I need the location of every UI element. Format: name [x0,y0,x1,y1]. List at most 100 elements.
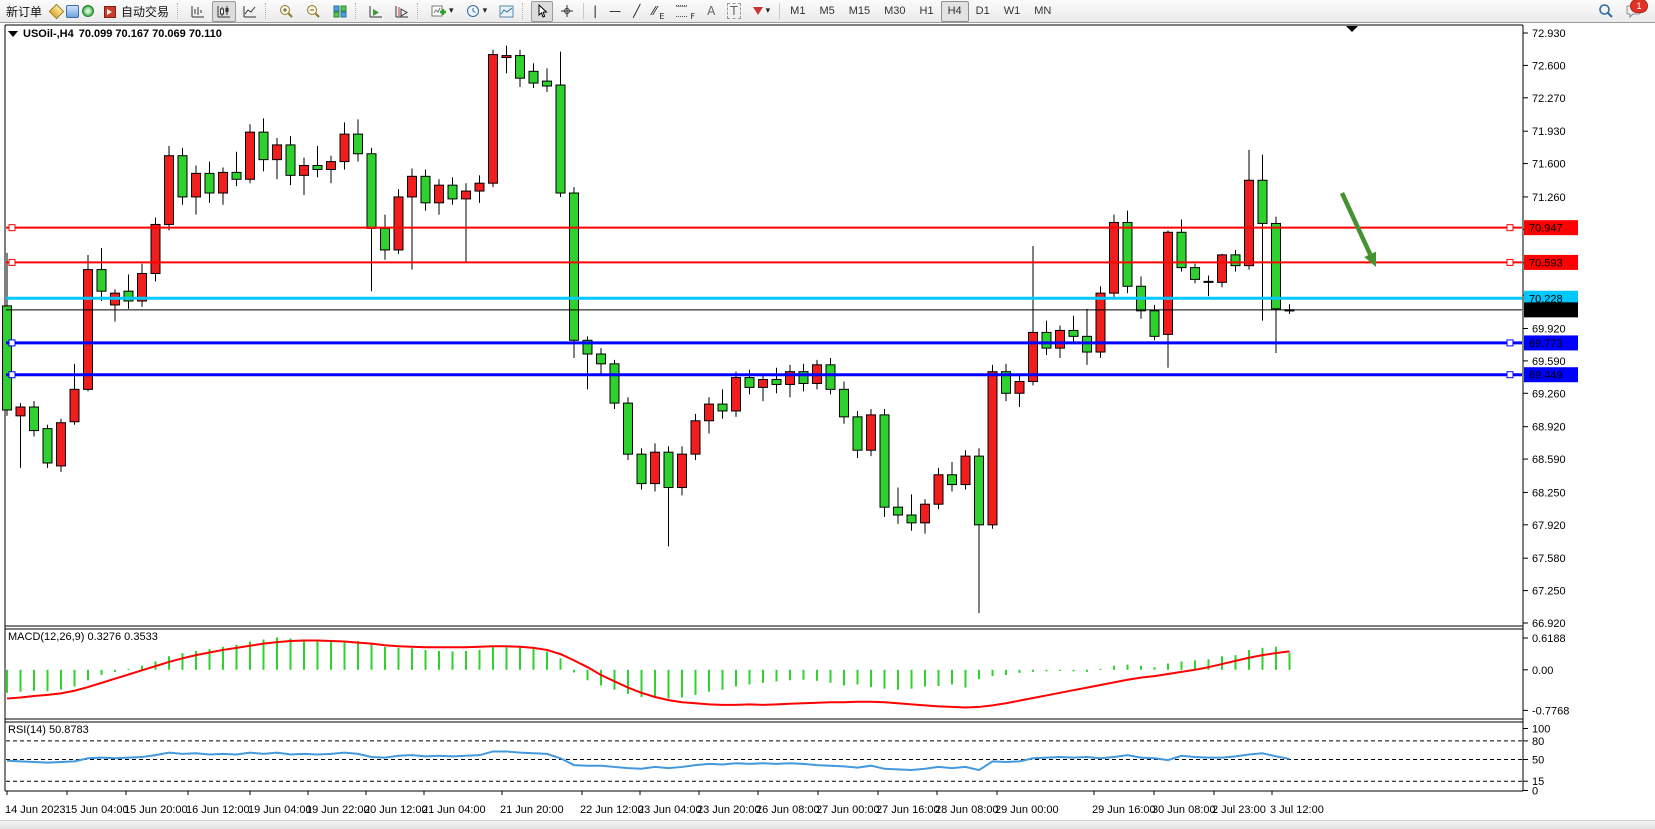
dropdown-arrow-icon: ▾ [482,6,488,16]
templates-button[interactable] [494,1,519,22]
zoom-in-button[interactable] [274,1,299,22]
search-button[interactable] [1593,1,1619,22]
period-button[interactable]: ▾ [461,1,493,22]
rsi-scale-label: 100 [1532,724,1550,736]
candle-down [380,227,390,251]
arrow-head [1364,251,1377,267]
candle-down [542,80,552,87]
new-order-button[interactable]: 新订单 [1,1,47,22]
terminal-icon[interactable] [64,3,80,19]
dropdown-arrow-icon: ▾ [765,6,771,16]
notifications-button[interactable]: 1 [1621,0,1648,22]
market-watch-icon[interactable] [80,3,96,19]
line-handle[interactable] [8,258,16,266]
candle-down [366,153,377,229]
tab-timeframe-MN[interactable]: MN [1034,5,1052,17]
trend-arrow-annotation[interactable] [1339,192,1377,267]
tab-timeframe-W1[interactable]: W1 [1003,5,1021,17]
candle-up [137,273,147,302]
line-handle[interactable] [1506,258,1514,266]
chart-shift-marker-icon[interactable] [1346,26,1358,32]
search-icon [1599,4,1613,18]
auto-scroll-button[interactable] [364,1,388,22]
candle-up [1028,331,1038,383]
cursor-button[interactable] [531,0,554,22]
candle-down [582,339,593,355]
price-tick-label: 67.580 [1532,553,1566,565]
price-tick-label: 69.920 [1532,323,1566,335]
line-chart-icon [243,5,257,17]
line-handle[interactable] [1506,224,1514,232]
main-toolbar: 新订单 自动交易 ▾ ▾ [0,0,1655,23]
candlestick-chart-button[interactable] [212,0,237,22]
zoom-out-icon [307,4,320,18]
time-tick-label: 29 Jun 16:00 [1092,804,1156,816]
arrows-tool[interactable]: ▾ [748,1,776,22]
tab-timeframe-M5[interactable]: M5 [819,5,835,17]
line-handle[interactable] [8,339,16,347]
chart-shift-button[interactable] [390,1,414,22]
vertical-line-tool[interactable]: | [593,4,598,18]
trendline-tool[interactable]: ╱ [633,4,641,18]
tab-timeframe-M15[interactable]: M15 [848,5,871,17]
line-handle[interactable] [8,371,16,379]
candle-down [96,269,107,292]
candle-up [218,171,228,194]
price-chart-canvas[interactable]: 72.930 72.600 72.270 71.930 71.600 71.260 70.9… [0,23,1655,828]
candle-up [785,371,795,385]
price-tick-label: 67.920 [1532,520,1566,532]
candle-down [1190,267,1200,280]
horizontal-line-tool[interactable]: — [609,4,622,18]
candle-down [596,353,606,365]
price-scale[interactable]: 72.930 72.600 72.270 71.930 71.600 71.260 70.9… [1523,28,1578,798]
text-tool[interactable]: A [702,1,720,22]
candlesticks [2,45,1295,614]
order-book-icon[interactable] [48,3,65,20]
price-tick-label: 68.920 [1532,422,1566,434]
line-handle[interactable] [8,224,16,232]
chat-bubble-icon: 1 [1626,0,1648,19]
new-chart-icon [431,5,447,17]
chart-title[interactable]: USOil-,H4 70.099 70.167 70.069 70.110 [8,28,222,40]
bar-chart-button[interactable] [186,1,210,22]
candle-up [191,172,201,198]
candle-up [1163,231,1173,335]
rsi-line [6,750,1290,772]
candle-up [731,377,741,412]
candle-up [677,453,687,489]
tile-windows-icon [333,5,347,17]
line-handle[interactable] [1506,371,1514,379]
time-tick-label: 19 Jun 04:00 [248,804,312,816]
time-tick-label: 2 Jul 23:00 [1212,804,1266,816]
text-label-tool[interactable]: T [722,1,745,22]
tab-timeframe-H4[interactable]: H4 [940,0,969,22]
candle-down [1068,329,1079,337]
chart-shift-icon [395,5,409,17]
tile-windows-button[interactable] [328,1,352,22]
tab-timeframe-D1[interactable]: D1 [975,5,990,17]
price-label-badge-text: 69.773 [1529,338,1563,350]
crosshair-button[interactable] [555,1,579,22]
auto-trading-icon [102,3,118,19]
auto-trading-button[interactable]: 自动交易 [97,1,174,22]
rsi-scale-label: 0 [1532,786,1538,798]
candle-down [852,416,863,451]
line-chart-button[interactable] [238,1,262,22]
chart-window: USOil-,H4 70.099 70.167 70.069 70.110 MA… [0,22,1655,829]
tab-timeframe-M30[interactable]: M30 [884,5,906,17]
new-chart-button[interactable]: ▾ [426,1,459,22]
line-handle[interactable] [1506,339,1514,347]
channel-tool[interactable]: ⁄⁄ E [647,1,669,22]
fibonacci-tool[interactable]: F [671,1,700,22]
tab-timeframe-H1[interactable]: H1 [919,5,934,17]
candle-down [29,406,39,432]
tab-timeframe-M1[interactable]: M1 [790,5,806,17]
candle-up [164,155,174,225]
time-tick-label: 23 Jun 20:00 [697,804,761,816]
fibonacci-label: F [690,11,696,21]
time-tick-label: 15 Jun 20:00 [124,804,188,816]
zoom-out-button[interactable] [301,1,326,22]
candle-up [1109,221,1119,294]
new-order-label: 新订单 [6,4,43,19]
